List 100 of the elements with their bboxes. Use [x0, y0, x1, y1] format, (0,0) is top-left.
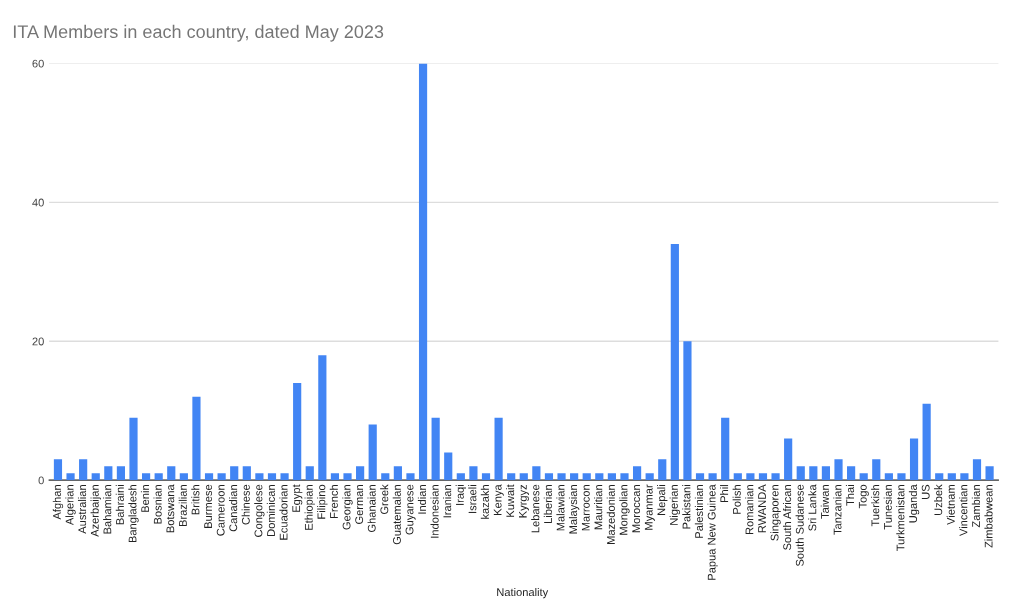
bar: [230, 466, 239, 481]
x-tick-label: Togo: [858, 484, 869, 509]
bar: [922, 403, 931, 481]
bar: [507, 473, 516, 481]
bar: [947, 473, 956, 481]
x-tick-label: Nepali: [657, 485, 668, 515]
bar: [872, 459, 881, 481]
x-tick-label: US: [921, 484, 930, 499]
bar: [368, 424, 377, 481]
y-tick-label: 0: [38, 476, 44, 485]
x-tick-label: Turkmenistan: [896, 485, 905, 551]
x-tick-label: Burmese: [204, 484, 213, 528]
bar: [683, 341, 692, 481]
bar: [431, 417, 440, 481]
x-tick-label: Mazedonian: [606, 485, 615, 544]
bar: [695, 473, 705, 481]
bar: [670, 244, 679, 481]
x-tick-label: Thai: [845, 485, 855, 506]
x-tick-label: Uzbek: [934, 484, 943, 515]
x-tick-label: Malaysian: [568, 485, 580, 534]
x-tick-label: Bahamian: [103, 485, 112, 534]
x-tick-label: Guatemalan: [392, 485, 401, 545]
bar: [884, 473, 893, 481]
bar: [821, 466, 831, 481]
bar: [557, 473, 566, 481]
x-tick-label: Vincentian: [959, 485, 968, 536]
bar: [532, 466, 541, 481]
bar: [847, 466, 856, 481]
x-tick-label: Marrocon: [581, 485, 590, 531]
bar: [909, 438, 919, 481]
x-tick-label: Filipino: [317, 484, 328, 519]
bar: [985, 466, 994, 481]
bar: [280, 473, 289, 481]
x-tick-label: Papua New Guinea: [707, 484, 718, 580]
x-tick-label: Taiwan: [820, 485, 829, 519]
x-tick-label: Palestinian: [694, 485, 704, 538]
x-tick-label: South African: [782, 485, 792, 550]
x-tick-label: Greek: [380, 484, 389, 515]
x-tick-label: Indonesian: [430, 485, 439, 538]
x-tick-label: Kenya: [493, 484, 504, 515]
x-tick-label: Moroccan: [632, 485, 641, 533]
bar: [192, 396, 201, 481]
bar: [582, 473, 591, 481]
bar: [79, 459, 88, 481]
bar: [343, 473, 352, 481]
bar: [406, 473, 415, 481]
x-tick-label: Pakistani: [682, 485, 691, 529]
bar: [595, 473, 604, 481]
bar: [570, 473, 579, 481]
bar: [53, 459, 63, 481]
bar: [721, 417, 730, 481]
bar: [620, 473, 629, 481]
x-tick-label: Tunesian: [883, 485, 892, 530]
bar: [444, 452, 453, 481]
x-tick-label: Indian: [417, 485, 427, 514]
x-tick-label: Israeli: [468, 485, 477, 513]
x-tick-label: Phil: [720, 485, 729, 502]
bar: [66, 473, 75, 481]
x-tick-label: Botswana: [166, 484, 175, 533]
x-tick-label: Azerbaijan: [90, 485, 101, 537]
bar: [746, 473, 755, 481]
x-tick-label: Bosnian: [153, 485, 162, 524]
bar: [381, 473, 390, 481]
x-tick-label: Uganda: [908, 484, 920, 523]
bar: [658, 459, 667, 481]
x-tick-label: RWANDA: [758, 484, 766, 533]
x-tick-label: Vietnam: [946, 485, 955, 525]
x-tick-label: Lebanese: [531, 484, 540, 533]
x-tick-label: Benin: [140, 485, 150, 512]
bar: [481, 473, 491, 481]
bar: [242, 466, 251, 481]
x-tick-label: South Sudanese: [795, 484, 804, 566]
x-tick-label: Iraqi: [455, 485, 467, 505]
bar: [456, 473, 465, 481]
bar: [494, 417, 503, 481]
x-tick-label: Singaporen: [770, 485, 781, 541]
bar: [204, 473, 214, 481]
bar: [784, 438, 793, 481]
bar: [104, 466, 113, 481]
bar: [771, 473, 780, 481]
x-tick-label: Bahraini: [115, 485, 124, 525]
bar: [935, 473, 944, 481]
x-tick-label: Egypt: [292, 484, 303, 512]
x-tick-label: Ecuadorian: [279, 485, 288, 540]
bar: [255, 473, 264, 481]
y-tick-label: 60: [32, 59, 44, 68]
x-tick-label: Tanzanian: [833, 485, 842, 535]
y-tick-label: 20: [32, 337, 44, 346]
x-tick-label: Australian: [77, 485, 87, 534]
x-tick-label: French: [329, 485, 338, 519]
bar: [758, 473, 768, 481]
x-tick-label: Bangladesh: [128, 485, 139, 543]
x-axis-title: Nationality: [497, 587, 549, 599]
bar: [356, 466, 365, 481]
x-tick-label: Liberian: [543, 485, 552, 523]
x-tick-label: Chinese: [241, 484, 250, 525]
x-tick-label: Ethiopian: [304, 485, 315, 530]
x-tick-label: British: [191, 485, 200, 515]
x-tick-label: kazakh: [480, 485, 489, 519]
x-tick-label: Guyanese: [405, 484, 416, 535]
